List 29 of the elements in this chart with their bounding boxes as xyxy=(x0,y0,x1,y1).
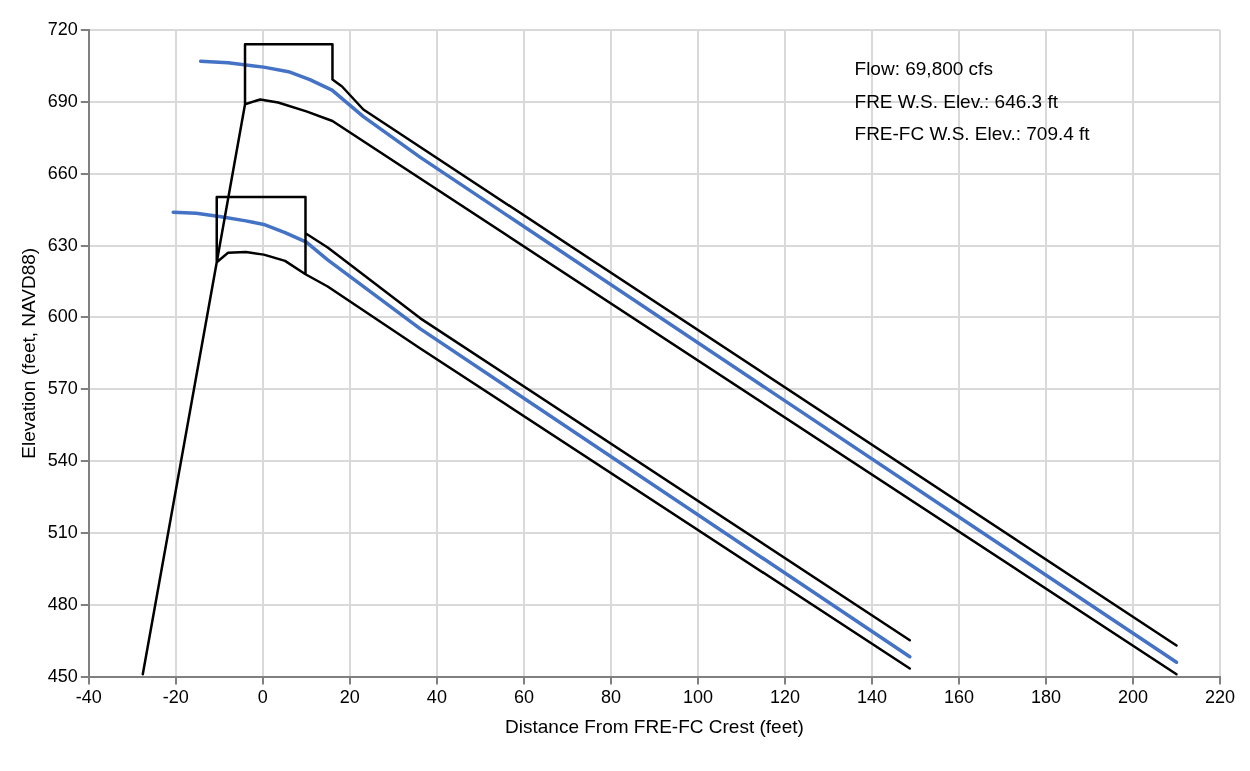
y-axis-title: Elevation (feet, NAVD88) xyxy=(17,247,39,459)
x-tick-label: 80 xyxy=(600,687,621,708)
y-tick-label: 450 xyxy=(47,665,78,686)
annotation: Flow: 69,800 cfs xyxy=(854,58,993,80)
y-tick-label: 660 xyxy=(47,162,78,183)
x-tick-label: 200 xyxy=(1117,687,1149,708)
x-tick-label: 0 xyxy=(257,687,268,708)
y-tick-label: 510 xyxy=(47,521,78,542)
x-tick-label: 100 xyxy=(682,687,713,708)
y-tick-label: 480 xyxy=(47,593,78,614)
y-tick-label: 570 xyxy=(47,378,78,399)
y-tick-label: 630 xyxy=(47,234,78,255)
x-tick-label: 120 xyxy=(769,687,800,708)
x-tick-label: -20 xyxy=(162,687,189,708)
annotation: FRE-FC W.S. Elev.: 709.4 ft xyxy=(854,123,1091,145)
x-tick-label: 220 xyxy=(1204,687,1236,708)
y-tick-label: 540 xyxy=(47,450,78,471)
x-tick-label: 160 xyxy=(943,687,974,708)
x-tick-label: 180 xyxy=(1030,687,1061,708)
y-tick-label: 690 xyxy=(47,90,78,111)
annotation: FRE W.S. Elev.: 646.3 ft xyxy=(854,90,1059,112)
x-axis-title: Distance From FRE-FC Crest (feet) xyxy=(505,715,804,737)
x-tick-label: 60 xyxy=(513,687,534,708)
x-tick-label: 20 xyxy=(339,687,360,708)
x-tick-label: 140 xyxy=(856,687,887,708)
y-tick-label: 720 xyxy=(47,18,78,39)
x-tick-label: 40 xyxy=(426,687,447,708)
x-tick-label: -40 xyxy=(75,687,102,708)
y-tick-label: 600 xyxy=(47,306,78,327)
